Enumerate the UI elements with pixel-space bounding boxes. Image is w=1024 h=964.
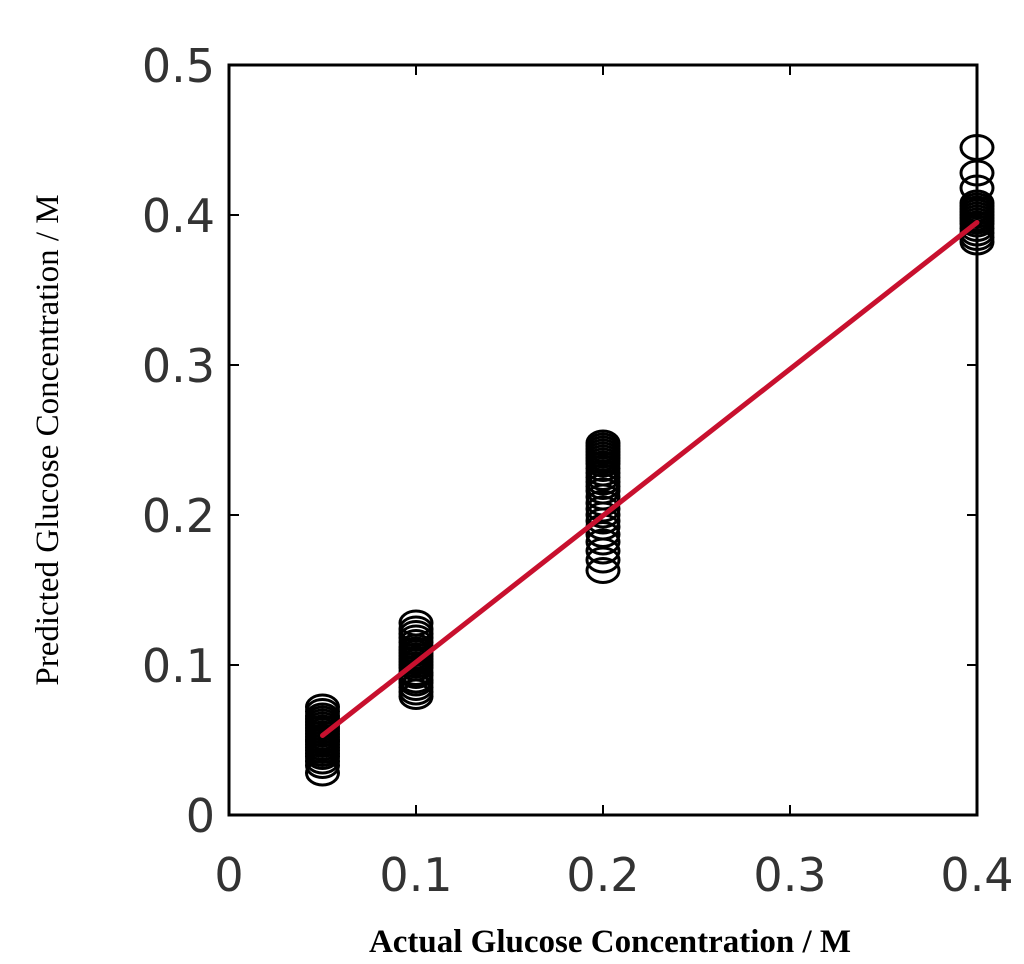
- x-tick-label: 0.2: [566, 848, 639, 902]
- y-tick-label: 0.2: [142, 489, 215, 543]
- data-point: [959, 189, 995, 217]
- data-point: [959, 174, 995, 202]
- y-tick-labels: 0 0.1 0.2 0.3 0.4 0.5: [142, 39, 215, 843]
- x-tick-label: 0.3: [753, 848, 826, 902]
- data-point: [959, 134, 995, 161]
- data-point: [398, 609, 434, 637]
- y-tick-label: 0.4: [142, 189, 215, 243]
- data-point: [305, 693, 340, 721]
- data-point: [585, 429, 621, 457]
- x-axis-title: Actual Glucose Concentration / M: [369, 924, 851, 960]
- data-points: [305, 134, 995, 787]
- data-point: [585, 557, 621, 584]
- x-tick-label: 0.1: [379, 848, 452, 902]
- data-point: [585, 528, 621, 556]
- y-tick-label: 0: [186, 789, 215, 843]
- y-axis-title: Predicted Glucose Concentration / M: [30, 194, 66, 685]
- x-tick-labels: 0 0.1 0.2 0.3 0.4: [214, 848, 1013, 902]
- y-tick-label: 0.1: [142, 639, 215, 693]
- y-tick-label: 0.5: [142, 39, 215, 93]
- fit-line: [320, 220, 980, 738]
- x-tick-label: 0.4: [940, 848, 1013, 902]
- axis-ticks: [228, 64, 978, 816]
- y-tick-label: 0.3: [142, 339, 215, 393]
- x-tick-label: 0: [214, 848, 243, 902]
- data-point: [398, 615, 434, 643]
